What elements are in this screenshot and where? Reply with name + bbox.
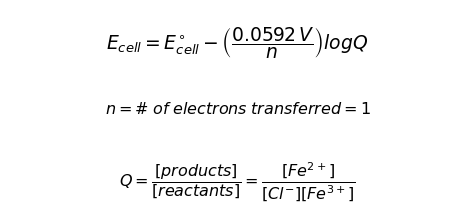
Text: $n = \#\; of\; electrons\; transferred = 1$: $n = \#\; of\; electrons\; transferred =… (104, 101, 370, 117)
Text: $E_{cell} = E^{\circ}_{cell} - \left(\dfrac{0.0592\,V}{n}\right)\!\,logQ$: $E_{cell} = E^{\circ}_{cell} - \left(\df… (106, 25, 369, 60)
Text: $Q = \dfrac{[products]}{[reactants]} = \dfrac{[Fe^{2+}]}{[Cl^{-}][Fe^{3+}]}$: $Q = \dfrac{[products]}{[reactants]} = \… (119, 160, 356, 203)
